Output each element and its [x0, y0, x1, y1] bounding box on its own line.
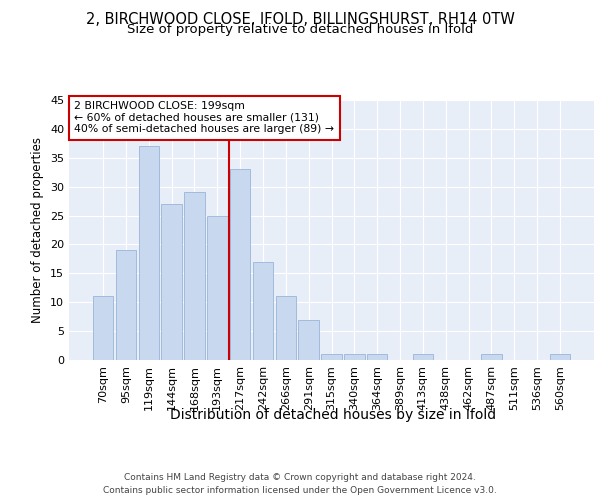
Text: Contains HM Land Registry data © Crown copyright and database right 2024.
Contai: Contains HM Land Registry data © Crown c… — [103, 474, 497, 495]
Bar — [207, 216, 227, 360]
Text: Size of property relative to detached houses in Ifold: Size of property relative to detached ho… — [127, 23, 473, 36]
Text: Distribution of detached houses by size in Ifold: Distribution of detached houses by size … — [170, 408, 496, 422]
Bar — [344, 354, 365, 360]
Text: 2, BIRCHWOOD CLOSE, IFOLD, BILLINGSHURST, RH14 0TW: 2, BIRCHWOOD CLOSE, IFOLD, BILLINGSHURST… — [86, 12, 514, 28]
Bar — [230, 170, 250, 360]
Y-axis label: Number of detached properties: Number of detached properties — [31, 137, 44, 323]
Bar — [161, 204, 182, 360]
Bar — [367, 354, 388, 360]
Bar — [413, 354, 433, 360]
Bar — [321, 354, 342, 360]
Bar — [298, 320, 319, 360]
Bar — [481, 354, 502, 360]
Bar — [253, 262, 273, 360]
Bar — [139, 146, 159, 360]
Bar — [275, 296, 296, 360]
Bar — [184, 192, 205, 360]
Bar — [550, 354, 570, 360]
Bar — [116, 250, 136, 360]
Bar — [93, 296, 113, 360]
Text: 2 BIRCHWOOD CLOSE: 199sqm
← 60% of detached houses are smaller (131)
40% of semi: 2 BIRCHWOOD CLOSE: 199sqm ← 60% of detac… — [74, 102, 334, 134]
